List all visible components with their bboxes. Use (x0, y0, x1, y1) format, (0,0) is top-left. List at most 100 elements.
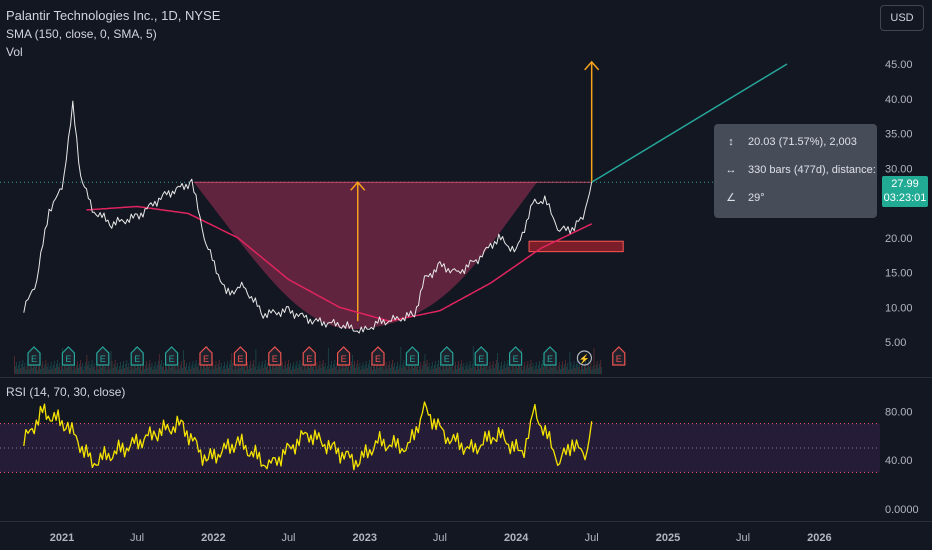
volume-bar (70, 363, 72, 374)
volume-bar (360, 370, 362, 374)
volume-bar (491, 365, 493, 374)
price-axis-label: 30.00 (885, 163, 913, 175)
volume-bar (582, 362, 583, 374)
volume-bar (502, 369, 504, 374)
volume-bar (37, 370, 38, 374)
volume-bar (508, 367, 510, 374)
volume-bar (424, 354, 426, 374)
price-axis-label: 40.00 (885, 94, 913, 106)
earnings-event-icon: E (543, 346, 557, 366)
volume-bar (310, 364, 311, 374)
earnings-event-icon: E (509, 346, 523, 366)
volume-bar (558, 362, 560, 374)
volume-bar (596, 361, 598, 374)
volume-bar (211, 366, 213, 374)
event-marker-label: E (203, 354, 209, 364)
volume-bar (272, 365, 274, 374)
volume-bar (158, 354, 160, 374)
volume-bar (251, 368, 253, 374)
volume-bar (84, 366, 86, 374)
volume-bar (152, 370, 154, 374)
volume-bar (463, 363, 465, 374)
volume-bar (432, 369, 434, 374)
event-marker-label: E (100, 354, 106, 364)
volume-bar (547, 362, 549, 374)
volume-bar (597, 368, 599, 374)
volume-bar (387, 365, 389, 374)
volume-bar (136, 364, 138, 374)
volume-bar (22, 360, 24, 374)
volume-bar (414, 364, 415, 374)
volume-bar (552, 364, 554, 374)
volume-bar (150, 367, 152, 374)
sma-legend[interactable]: SMA (150, close, 0, SMA, 5) (6, 27, 157, 41)
volume-bar (569, 352, 571, 374)
volume-bar (570, 362, 572, 374)
earnings-event-icon: E (27, 346, 41, 366)
volume-bar (484, 360, 486, 374)
volume-bar (89, 368, 91, 374)
volume-bar (599, 360, 601, 374)
volume-bar (15, 366, 16, 374)
volume-bar (511, 366, 513, 374)
volume-bar (593, 348, 595, 374)
volume-bar (548, 369, 550, 374)
volume-bar (367, 364, 369, 374)
volume-bar (595, 365, 597, 374)
volume-bar (562, 361, 563, 374)
volume-bar (145, 365, 147, 374)
volume-bar (466, 362, 468, 374)
volume-bar (88, 361, 90, 374)
volume-bar (56, 364, 57, 374)
volume-bar (401, 368, 403, 374)
volume-bar (492, 361, 494, 374)
earnings-event-icon: E (440, 346, 454, 366)
volume-bar (44, 364, 46, 374)
rsi-legend[interactable]: RSI (14, 70, 30, close) (6, 385, 126, 399)
volume-bar (533, 370, 535, 374)
volume-bar (262, 368, 264, 374)
volume-bar (594, 369, 596, 374)
volume-bar (572, 365, 574, 374)
volume-bar (200, 362, 202, 374)
volume-bar (406, 370, 408, 374)
volume-bar (344, 364, 346, 374)
volume-bar (16, 362, 17, 374)
volume-bar (422, 365, 424, 374)
symbol-title[interactable]: Palantir Technologies Inc., 1D, NYSE (6, 8, 221, 23)
volume-bar (381, 367, 383, 374)
volume-bar (267, 363, 268, 374)
volume-bar (395, 370, 396, 374)
volume-bar (544, 363, 546, 374)
rsi-axis-label: 80.00 (885, 406, 913, 418)
volume-bar (372, 370, 373, 374)
volume-bar (566, 367, 568, 374)
volume-bar (563, 368, 564, 374)
volume-bar (28, 369, 30, 374)
price-axis-label: 5.00 (885, 337, 906, 349)
volume-bar (129, 370, 131, 374)
volume-bar (184, 360, 185, 374)
volume-bar (79, 364, 80, 374)
volume-bar (254, 367, 256, 374)
volume-bar (27, 362, 29, 374)
volume-bar (411, 361, 413, 374)
volume-bar (361, 366, 363, 374)
volume-bar (72, 366, 74, 374)
volume-bar (338, 366, 340, 374)
event-marker-label: E (444, 354, 450, 364)
volume-bar (468, 365, 470, 374)
volume-bar (444, 369, 446, 374)
volume-bar (340, 369, 342, 374)
currency-button[interactable]: USD (880, 5, 924, 31)
volume-legend[interactable]: Vol (6, 45, 23, 59)
volume-bar (399, 365, 401, 374)
volume-bar (374, 362, 375, 374)
volume-bar (535, 362, 537, 374)
time-axis-label: 2023 (353, 532, 377, 544)
volume-bar (194, 364, 196, 374)
volume-bar (505, 368, 507, 374)
volume-bar (228, 368, 229, 374)
volume-bar (400, 347, 402, 374)
